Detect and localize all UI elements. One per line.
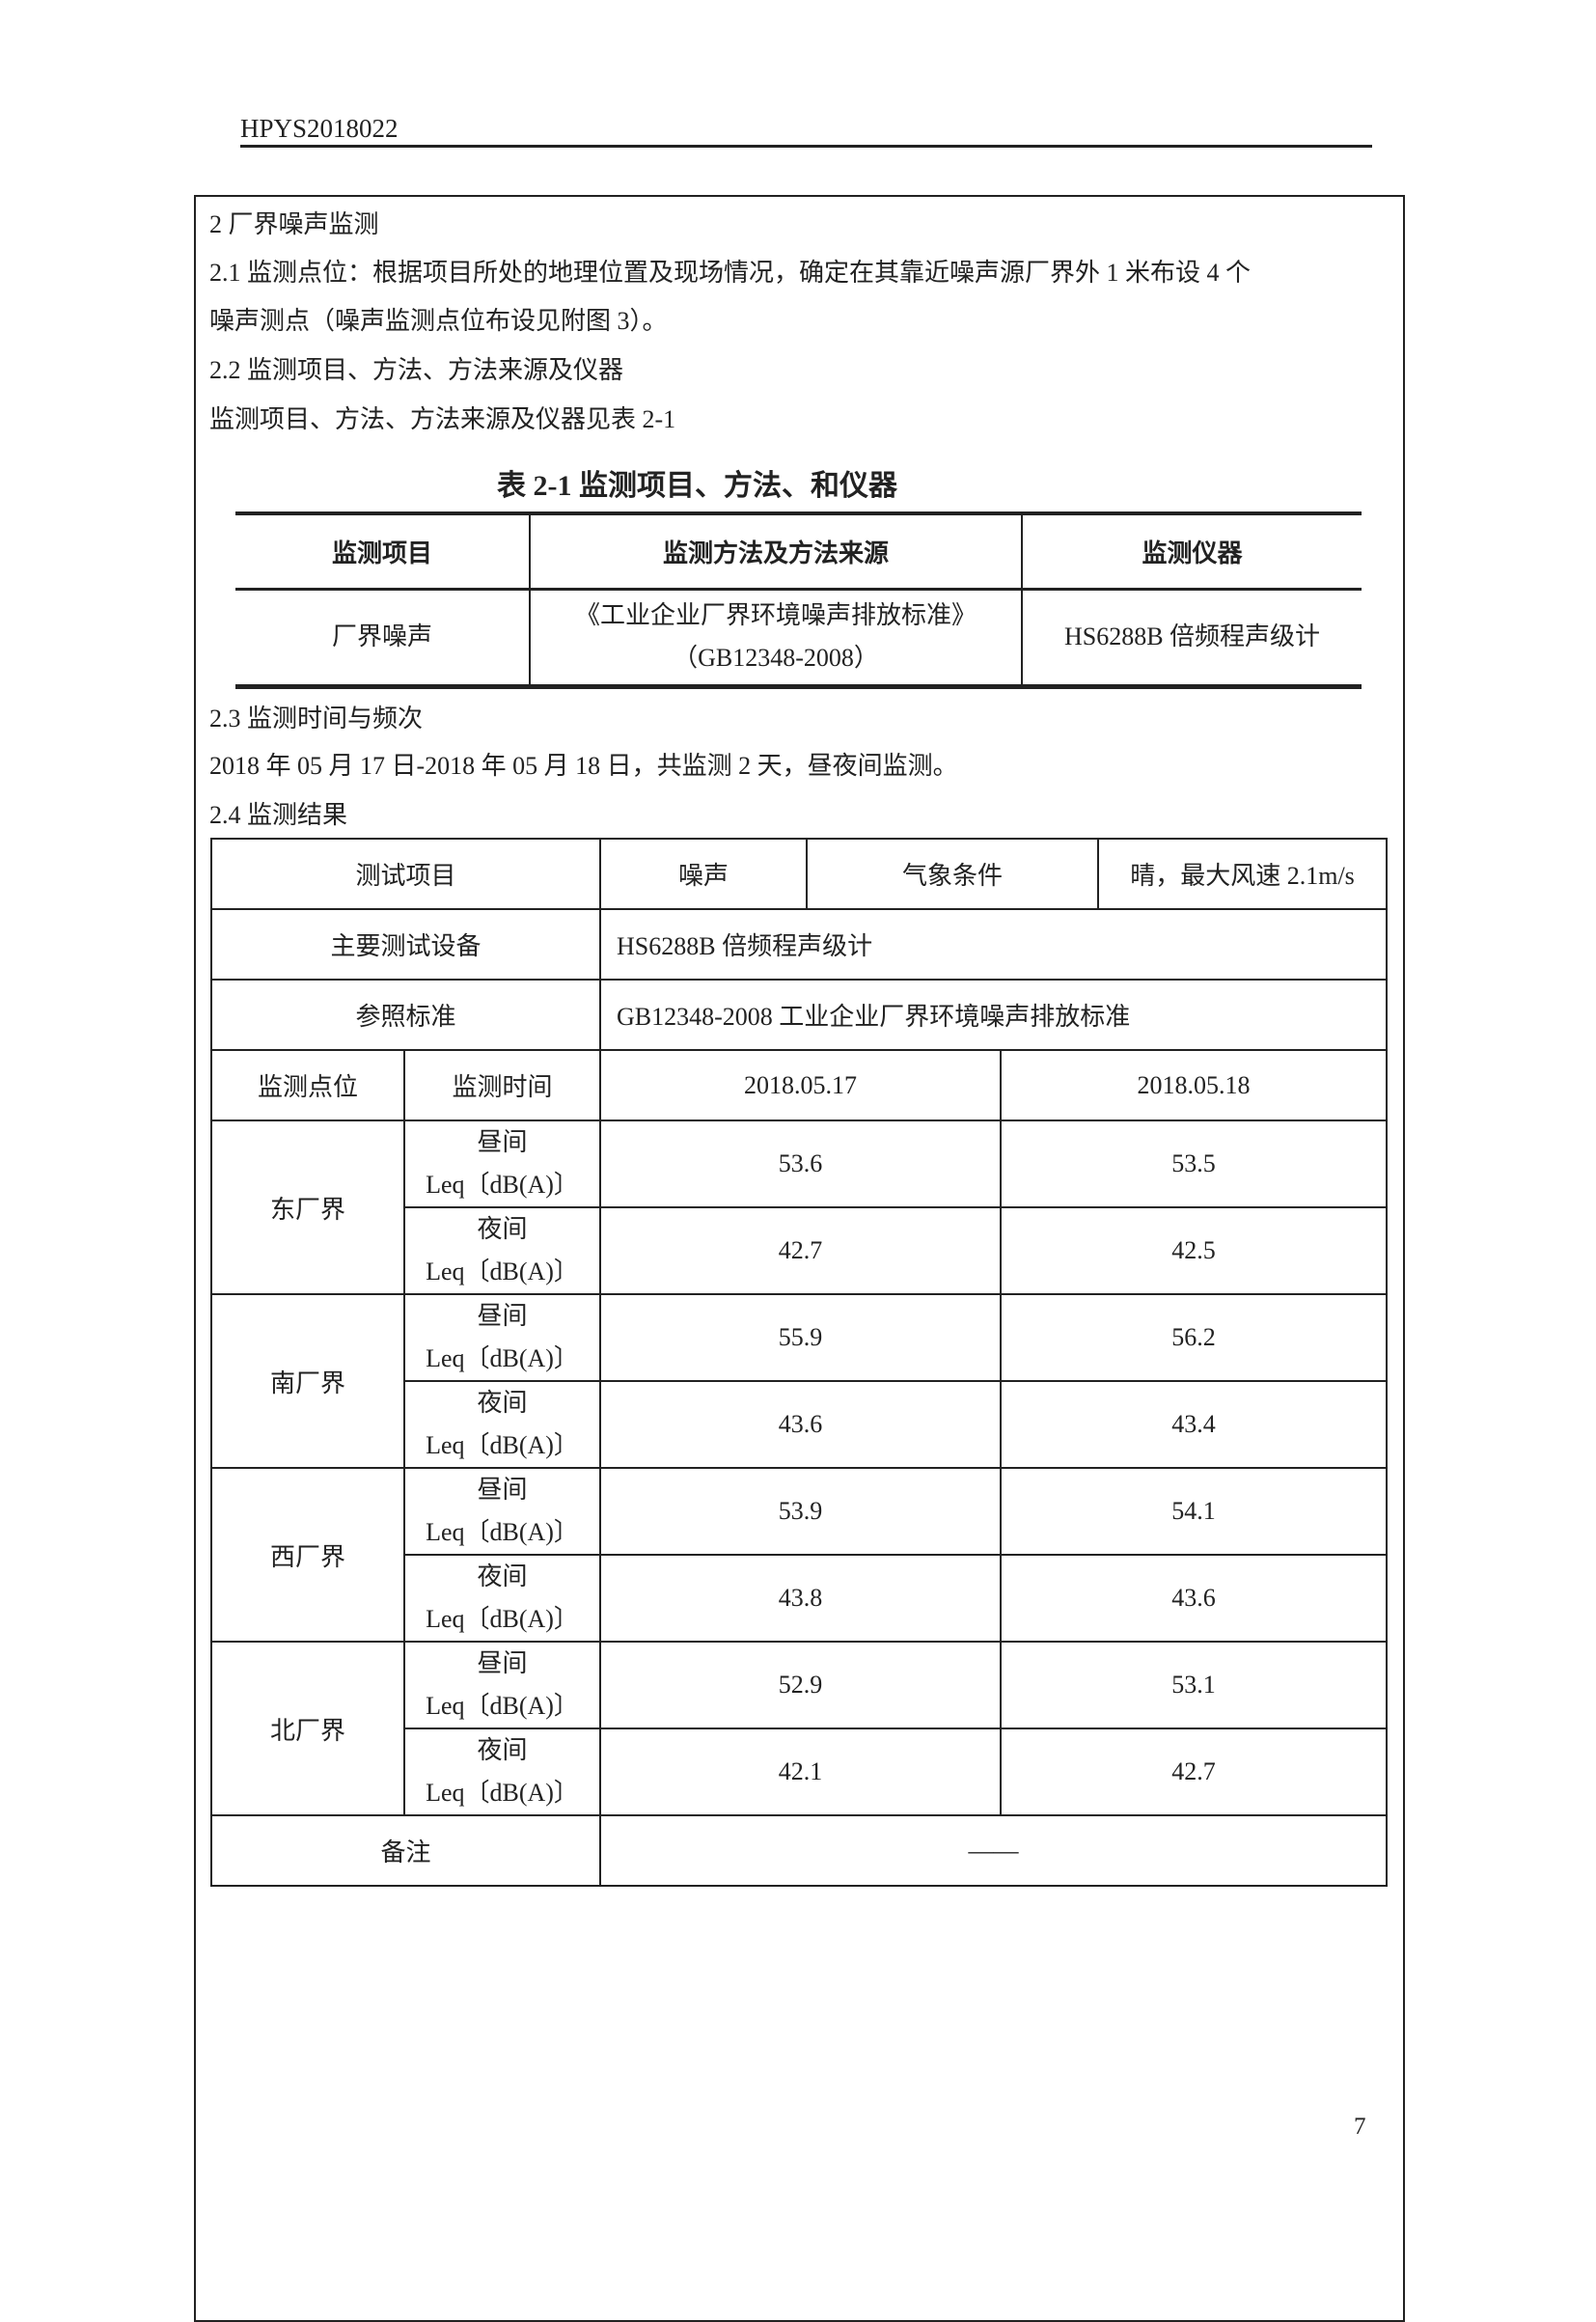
period-label: 夜间 (477, 1736, 528, 1764)
value-cell: 晴，最大风速 2.1m/s (1097, 838, 1389, 910)
unit-label: Leq〔dB(A)〕 (426, 1605, 579, 1633)
table-row: 夜间 Leq〔dB(A)〕 42.7 42.5 (211, 1206, 1389, 1295)
label-cell: 主要测试设备 (209, 908, 602, 981)
paragraph: 监测项目、方法、方法来源及仪器见表 2-1 (209, 405, 676, 433)
point-name: 南厂界 (210, 1293, 405, 1469)
period-label: 昼间 (477, 1128, 528, 1156)
section-heading: 2 厂界噪声监测 (209, 210, 379, 238)
column-header: 监测仪器 (1021, 511, 1362, 591)
point-name: 东厂界 (210, 1120, 405, 1295)
value-cell: GB12348-2008 工业企业厂界环境噪声排放标准 (599, 979, 1389, 1051)
table-row: 测试项目 噪声 气象条件 晴，最大风速 2.1m/s (209, 838, 1389, 910)
column-header: 监测时间 (402, 1049, 602, 1121)
document-code: HPYS2018022 (240, 114, 399, 143)
time-cell: 昼间 Leq〔dB(A)〕 (402, 1120, 602, 1208)
header-rule (240, 145, 1372, 148)
table-row: 东厂界 昼间 Leq〔dB(A)〕 53.6 53.5 (210, 1120, 1389, 1295)
period-label: 昼间 (477, 1649, 528, 1677)
column-header: 监测方法及方法来源 (529, 511, 1022, 591)
table-row: 监测点位 监测时间 2018.05.17 2018.05.18 (210, 1049, 1389, 1121)
value-cell: 52.9 (599, 1641, 1003, 1729)
value-cell: 噪声 (599, 838, 809, 910)
value-cell: 54.1 (1000, 1467, 1389, 1556)
time-cell: 昼间 Leq〔dB(A)〕 (402, 1467, 602, 1556)
value-cell: HS6288B 倍频程声级计 (599, 908, 1389, 981)
unit-label: Leq〔dB(A)〕 (426, 1779, 579, 1807)
time-cell: 昼间 Leq〔dB(A)〕 (402, 1641, 602, 1729)
table-row: 南厂界 昼间 Leq〔dB(A)〕 55.9 56.2 (210, 1293, 1389, 1469)
value-cell: 55.9 (599, 1293, 1003, 1382)
unit-label: Leq〔dB(A)〕 (426, 1171, 579, 1199)
value-cell: 43.6 (599, 1380, 1003, 1469)
value-cell: 43.4 (1000, 1380, 1389, 1469)
column-header: 2018.05.17 (599, 1049, 1003, 1121)
table-row: 夜间 Leq〔dB(A)〕 43.8 43.6 (211, 1554, 1389, 1643)
unit-label: Leq〔dB(A)〕 (426, 1518, 579, 1546)
unit-label: Leq〔dB(A)〕 (426, 1431, 579, 1459)
value-cell: 53.1 (1000, 1641, 1389, 1729)
table-row: 北厂界 昼间 Leq〔dB(A)〕 52.9 53.1 (210, 1641, 1389, 1816)
value-cell: 53.5 (1000, 1120, 1389, 1208)
unit-label: Leq〔dB(A)〕 (426, 1692, 579, 1720)
value-cell: 42.5 (1000, 1206, 1389, 1295)
label-cell: 测试项目 (209, 838, 602, 910)
period-label: 昼间 (477, 1302, 528, 1330)
unit-label: Leq〔dB(A)〕 (426, 1258, 579, 1285)
value-cell: 42.7 (1000, 1728, 1389, 1816)
cell-item: 厂界噪声 (235, 589, 530, 689)
value-cell: 53.6 (599, 1120, 1003, 1208)
paragraph: 噪声测点（噪声监测点位布设见附图 3）。 (209, 307, 668, 335)
period-label: 昼间 (477, 1476, 528, 1504)
value-cell: 43.8 (599, 1554, 1003, 1643)
methods-table: 监测项目 监测方法及方法来源 监测仪器 厂界噪声 《工业企业厂界环境噪声排放标准… (235, 511, 1362, 689)
table-row: 夜间 Leq〔dB(A)〕 43.6 43.4 (211, 1380, 1389, 1469)
value-cell: 53.9 (599, 1467, 1003, 1556)
section-heading: 2.3 监测时间与频次 (209, 705, 424, 733)
cell-instrument: HS6288B 倍频程声级计 (1021, 589, 1362, 689)
value-cell: 56.2 (1000, 1293, 1389, 1382)
period-label: 夜间 (477, 1389, 528, 1417)
page-number: 7 (1354, 2114, 1366, 2140)
label-cell: 气象条件 (806, 838, 1100, 910)
value-cell: 43.6 (1000, 1554, 1389, 1643)
table-row: 主要测试设备 HS6288B 倍频程声级计 (209, 908, 1389, 981)
value-cell: 42.7 (599, 1206, 1003, 1295)
unit-label: Leq〔dB(A)〕 (426, 1344, 579, 1372)
section-heading: 2.4 监测结果 (209, 801, 348, 829)
point-name: 北厂界 (210, 1641, 405, 1816)
time-cell: 昼间 Leq〔dB(A)〕 (402, 1293, 602, 1382)
remark-cell: —— (599, 1814, 1389, 1887)
time-cell: 夜间 Leq〔dB(A)〕 (402, 1206, 602, 1295)
label-cell: 参照标准 (209, 979, 602, 1051)
time-cell: 夜间 Leq〔dB(A)〕 (402, 1380, 602, 1469)
method-line: （GB12348-2008） (673, 644, 879, 672)
value-cell: 42.1 (599, 1728, 1003, 1816)
point-name: 西厂界 (210, 1467, 405, 1643)
label-cell: 备注 (209, 1814, 602, 1887)
column-header: 2018.05.18 (1000, 1049, 1389, 1121)
time-cell: 夜间 Leq〔dB(A)〕 (402, 1728, 602, 1816)
period-label: 夜间 (477, 1215, 528, 1243)
paragraph: 2.1 监测点位：根据项目所处的地理位置及现场情况，确定在其靠近噪声源厂界外 1… (209, 259, 1252, 287)
table-row: 参照标准 GB12348-2008 工业企业厂界环境噪声排放标准 (209, 979, 1389, 1051)
column-header: 监测项目 (235, 511, 530, 591)
cell-method: 《工业企业厂界环境噪声排放标准》 （GB12348-2008） (529, 589, 1022, 689)
table-row: 夜间 Leq〔dB(A)〕 42.1 42.7 (211, 1728, 1389, 1816)
table-title: 表 2-1 监测项目、方法、和仪器 (497, 470, 897, 502)
table-row: 备注 —— (209, 1814, 1389, 1887)
table-row: 厂界噪声 《工业企业厂界环境噪声排放标准》 （GB12348-2008） HS6… (235, 589, 1362, 689)
paragraph: 2018 年 05 月 17 日-2018 年 05 月 18 日，共监测 2 … (209, 752, 958, 780)
column-header: 监测点位 (210, 1049, 405, 1121)
time-cell: 夜间 Leq〔dB(A)〕 (402, 1554, 602, 1643)
section-heading: 2.2 监测项目、方法、方法来源及仪器 (209, 356, 624, 384)
results-table: 测试项目 噪声 气象条件 晴，最大风速 2.1m/s 主要测试设备 HS6288… (209, 838, 1389, 1887)
method-line: 《工业企业厂界环境噪声排放标准》 (574, 601, 977, 629)
period-label: 夜间 (477, 1562, 528, 1590)
table-row: 西厂界 昼间 Leq〔dB(A)〕 53.9 54.1 (210, 1467, 1389, 1643)
